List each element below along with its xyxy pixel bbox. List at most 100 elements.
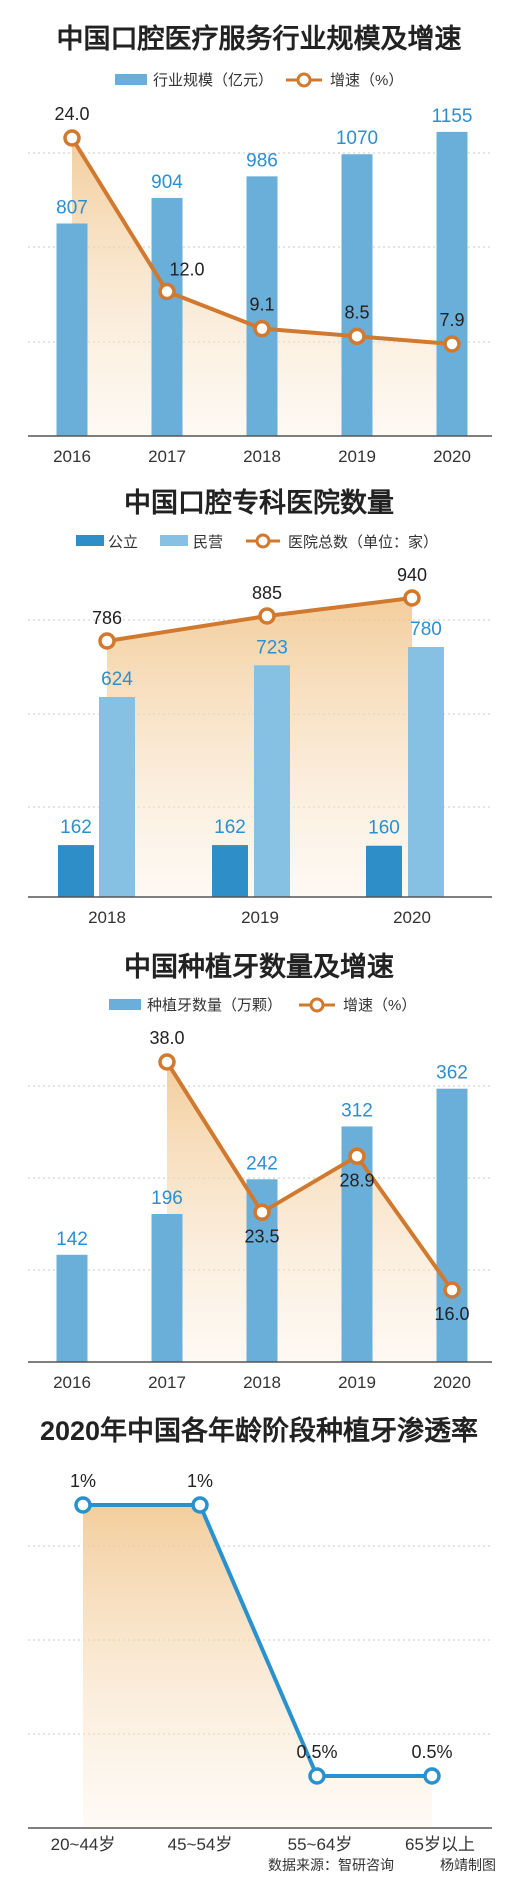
line-point [348, 1147, 366, 1166]
bar [436, 1088, 468, 1362]
line-point [191, 1496, 209, 1514]
line-point [158, 282, 176, 301]
bar [56, 1254, 88, 1362]
point-value-label: 1% [187, 1471, 213, 1491]
legend-label: 增速（%） [343, 997, 416, 1014]
chart-1: 中国口腔医疗服务行业规模及增速 行业规模（亿元） 增速（%） 807 904 986… [28, 23, 492, 466]
line-value-label: 7.9 [439, 310, 464, 330]
chart-3-title: 中国种植牙数量及增速 [124, 951, 394, 982]
point-value-label: 0.5% [411, 1742, 452, 1762]
x-tick-label: 2018 [243, 1373, 281, 1392]
bar-private [254, 665, 290, 897]
chart-2: 中国口腔专科医院数量 公立 民营 医院总数（单位：家） 162 624 162 723… [28, 487, 492, 927]
x-tick-label: 2019 [338, 1373, 376, 1392]
chart-1-title: 中国口腔医疗服务行业规模及增速 [57, 23, 462, 54]
bar-value-label: 986 [246, 150, 278, 171]
x-tick-label: 2018 [88, 908, 126, 927]
x-tick-label: 2019 [241, 908, 279, 927]
point-value-label: 1% [70, 1471, 96, 1491]
legend-label: 公立 [108, 534, 138, 551]
growth-line [165, 1060, 454, 1292]
legend-line-marker [255, 533, 271, 549]
x-tick-label: 45~54岁 [168, 1835, 233, 1854]
bar-public [212, 845, 248, 897]
legend-public-swatch [76, 535, 104, 546]
bar-private [99, 697, 135, 897]
legend-private-swatch [160, 535, 188, 546]
line-value-label: 12.0 [169, 260, 204, 280]
bar-value-label: 723 [256, 637, 288, 658]
bar [151, 197, 183, 436]
x-tick-label: 65岁以上 [405, 1835, 475, 1854]
bar-value-label: 312 [341, 1100, 373, 1121]
legend-bar-swatch [115, 74, 147, 85]
x-tick-label: 20~44岁 [51, 1835, 116, 1854]
bar [56, 223, 88, 436]
line-point [98, 632, 116, 650]
penetration-area [83, 1505, 432, 1828]
legend-label: 民营 [193, 534, 223, 551]
bar-public [58, 845, 94, 897]
line-point [74, 1496, 92, 1514]
line-value-label: 885 [252, 583, 282, 603]
chart-4-title: 2020年中国各年龄阶段种植牙渗透率 [40, 1415, 478, 1446]
bar-value-label: 242 [246, 1153, 278, 1174]
chart-3: 中国种植牙数量及增速 种植牙数量（万颗） 增速（%） 142 196 242 312 3… [28, 951, 492, 1392]
x-tick-label: 2018 [243, 447, 281, 466]
line-value-label: 28.9 [339, 1170, 374, 1190]
bar-value-label: 162 [60, 817, 92, 838]
bar-value-label: 904 [151, 172, 183, 193]
line-point [253, 1203, 271, 1222]
x-tick-label: 2017 [148, 447, 186, 466]
bar-value-label: 1155 [432, 106, 473, 127]
bar-value-label: 162 [214, 817, 246, 838]
penetration-line [83, 1503, 432, 1778]
line-point [423, 1767, 441, 1785]
legend-label: 医院总数（单位：家） [288, 533, 438, 551]
x-tick-label: 2016 [53, 1373, 91, 1392]
legend-line-marker [296, 72, 312, 88]
line-value-label: 38.0 [149, 1028, 184, 1048]
bar-value-label: 142 [56, 1229, 88, 1250]
x-tick-label: 2016 [53, 447, 91, 466]
legend-bar-swatch [109, 999, 141, 1010]
bar-value-label: 160 [368, 818, 400, 839]
line-value-label: 786 [92, 608, 122, 628]
bar-value-label: 362 [436, 1063, 468, 1084]
legend-label: 行业规模（亿元） [153, 72, 273, 89]
x-tick-label: 2020 [393, 908, 431, 927]
line-point [403, 589, 421, 607]
legend-label: 增速（%） [330, 72, 403, 89]
line-point [308, 1767, 326, 1785]
bar-private [408, 647, 444, 897]
line-point [348, 327, 366, 346]
legend-label: 种植牙数量（万颗） [147, 997, 282, 1014]
x-tick-label: 55~64岁 [288, 1835, 353, 1854]
bar-public [366, 845, 402, 897]
bar [246, 176, 278, 436]
line-value-label: 940 [397, 565, 427, 585]
bar-value-label: 807 [56, 197, 88, 218]
x-tick-label: 2019 [338, 447, 376, 466]
line-point [258, 607, 276, 625]
line-value-label: 9.1 [249, 295, 274, 315]
chart-3-legend: 种植牙数量（万颗） 增速（%） [109, 997, 416, 1014]
x-tick-label: 2020 [433, 1373, 471, 1392]
line-value-label: 23.5 [244, 1226, 279, 1246]
line-value-label: 8.5 [344, 302, 369, 322]
bar-value-label: 780 [410, 619, 442, 640]
line-point [443, 1281, 461, 1299]
line-point [443, 335, 461, 353]
line-value-label: 16.0 [434, 1304, 469, 1324]
line-point [253, 319, 271, 338]
chart-4: 2020年中国各年龄阶段种植牙渗透率 1% 1% 0.5% 0.5% 20~44岁 45… [28, 1415, 492, 1854]
line-point [158, 1053, 176, 1071]
chart-2-legend: 公立 民营 医院总数（单位：家） [76, 533, 438, 551]
bar-value-label: 624 [101, 669, 133, 690]
point-value-label: 0.5% [296, 1742, 337, 1762]
growth-area [167, 1062, 452, 1362]
x-tick-label: 2017 [148, 1373, 186, 1392]
bar [436, 131, 468, 436]
bar-value-label: 1070 [336, 128, 378, 149]
